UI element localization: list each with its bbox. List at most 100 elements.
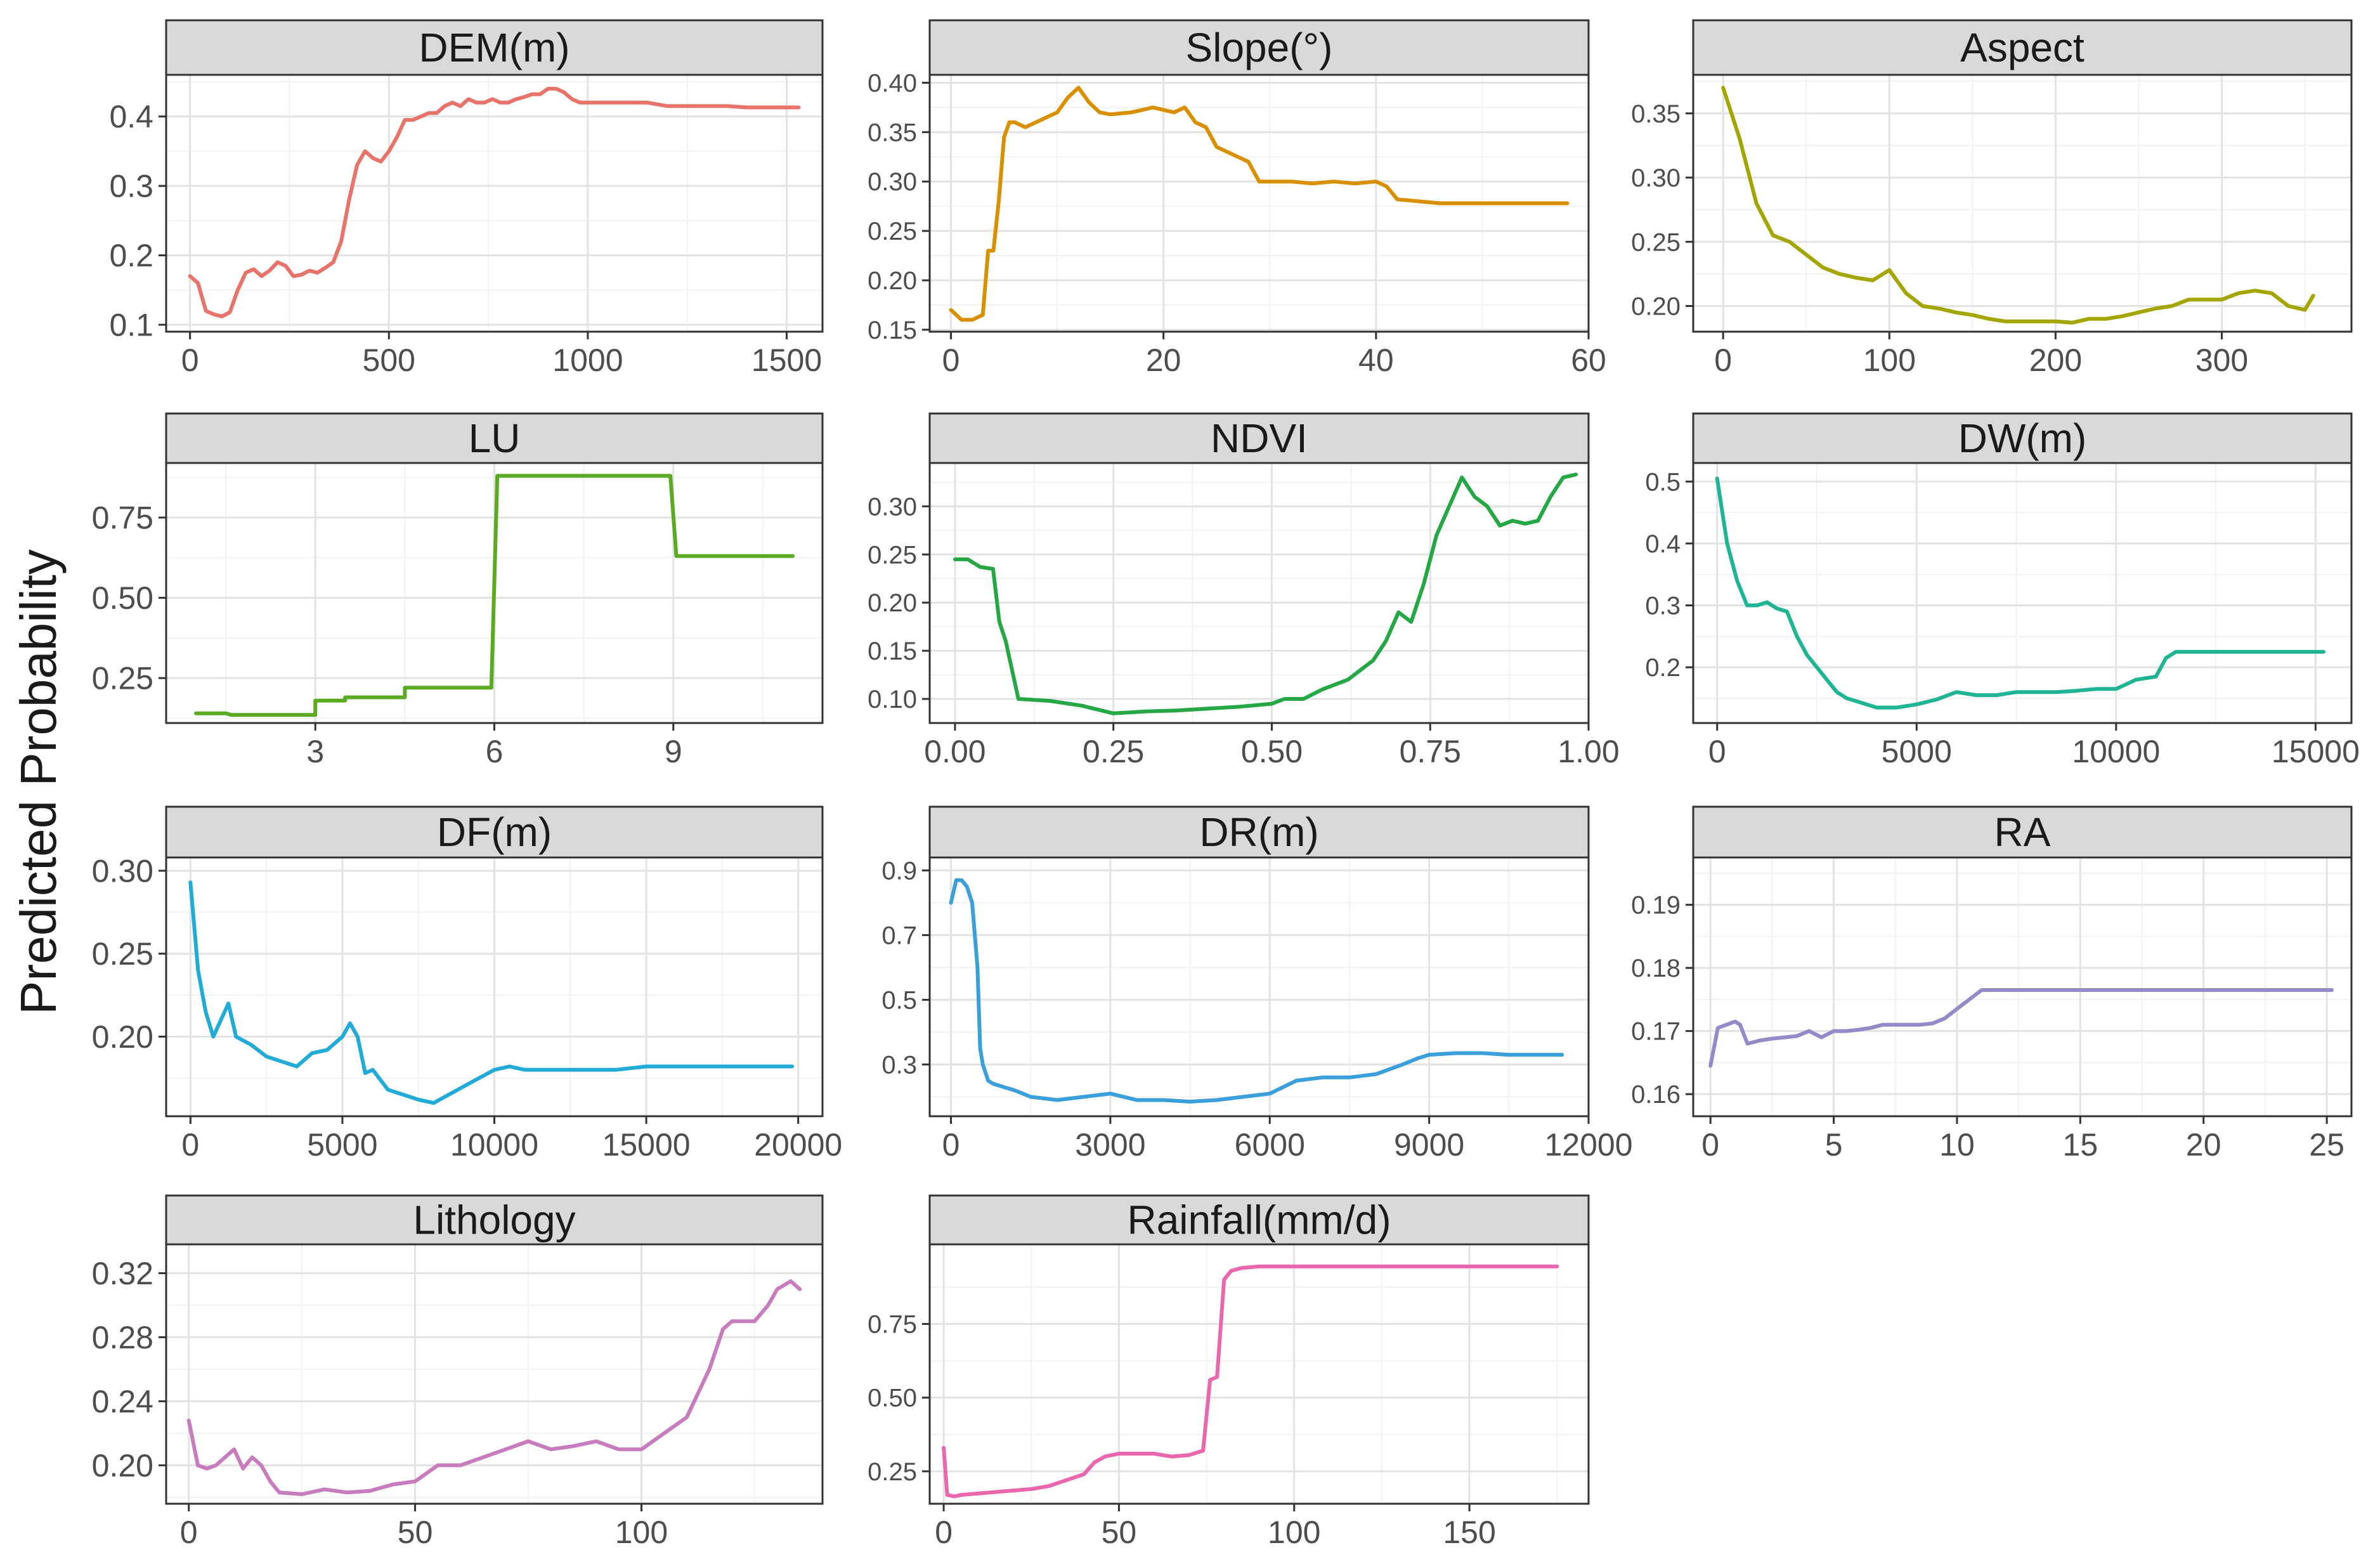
- y-tick-label: 0.25: [868, 541, 917, 569]
- x-tick-label: 1.00: [1557, 734, 1619, 769]
- plot-area: [930, 1244, 1589, 1504]
- y-tick-label: 0.17: [1631, 1018, 1681, 1046]
- y-tick-label: 0.30: [868, 168, 917, 196]
- x-tick-label: 60: [1571, 342, 1606, 378]
- x-tick-label: 50: [398, 1515, 433, 1550]
- y-tick-label: 0.75: [868, 1310, 917, 1338]
- panel-title: DW(m): [1958, 415, 2087, 461]
- y-tick-label: 0.18: [1631, 955, 1681, 982]
- x-tick-label: 0: [180, 1515, 198, 1550]
- plot-area: [930, 463, 1589, 723]
- y-tick-label: 0.40: [868, 69, 917, 97]
- strip-header: [928, 412, 1590, 464]
- y-tick-label: 0.30: [868, 493, 917, 521]
- series-line-ndvi: [953, 472, 1578, 715]
- x-tick-label: 25: [2309, 1127, 2344, 1163]
- panel-title: DEM(m): [419, 25, 569, 70]
- y-tick-label: 0.15: [868, 316, 917, 344]
- y-tick-label: 0.19: [1631, 892, 1681, 920]
- x-tick-label: 10: [1939, 1127, 1975, 1163]
- y-tick-label: 0.10: [868, 686, 917, 714]
- y-tick-label: 0.5: [1645, 468, 1681, 496]
- y-tick-label: 0.3: [1645, 592, 1681, 620]
- y-tick-label: 0.30: [92, 853, 153, 889]
- plot-area: [1693, 75, 2351, 332]
- x-tick-label: 1500: [751, 342, 822, 378]
- x-tick-label: 6000: [1235, 1127, 1305, 1163]
- y-tick-label: 0.20: [92, 1448, 153, 1483]
- x-tick-label: 100: [1863, 342, 1916, 378]
- x-tick-label: 0.25: [1083, 734, 1144, 769]
- x-tick-label: 20: [2186, 1127, 2221, 1163]
- strip-header: [1692, 412, 2353, 464]
- panel-lithology: Lithology 0 50 100 0.20 0.24 0.28 0.32: [92, 1194, 824, 1550]
- y-tick-label: 0.16: [1631, 1081, 1681, 1109]
- x-tick-label: 100: [1268, 1515, 1320, 1550]
- panel-title: LU: [469, 415, 521, 461]
- x-tick-label: 40: [1358, 342, 1394, 378]
- x-tick-label: 12000: [1544, 1127, 1632, 1163]
- strip-header: [165, 805, 824, 859]
- x-tick-label: 20000: [754, 1127, 842, 1163]
- panel-dem-m: DEM(m) 0 500 1000 1500 0.1 0.2 0.3 0.4: [109, 19, 824, 378]
- series-line-lithology: [186, 1279, 802, 1496]
- x-tick-label: 3000: [1075, 1127, 1145, 1163]
- x-tick-label: 3: [306, 734, 324, 769]
- x-tick-label: 5000: [307, 1127, 377, 1163]
- y-tick-label: 0.25: [92, 661, 153, 696]
- y-tick-label: 0.2: [1645, 654, 1681, 682]
- y-tick-label: 0.4: [109, 99, 153, 134]
- strip-header: [928, 805, 1590, 859]
- series-line-dw-m: [1715, 476, 2325, 710]
- strip-header: [165, 412, 824, 464]
- series-line-lu: [194, 474, 795, 717]
- strip-header: [165, 1194, 824, 1246]
- y-tick-label: 0.35: [1631, 100, 1681, 128]
- panel-aspect: Aspect 0 100 200 300 0.20 0.25 0.30 0.35: [1631, 19, 2353, 378]
- x-tick-label: 150: [1443, 1515, 1495, 1550]
- y-tick-label: 0.50: [868, 1385, 917, 1412]
- x-tick-label: 9: [665, 734, 682, 769]
- y-tick-label: 0.15: [868, 637, 917, 665]
- panel-lu: LU 3 6 9 0.25 0.50 0.75: [92, 412, 824, 769]
- x-tick-label: 500: [363, 342, 415, 378]
- x-tick-label: 0: [1708, 734, 1726, 769]
- panel-title: Aspect: [1960, 25, 2084, 70]
- plot-area: [1693, 857, 2351, 1116]
- x-tick-label: 100: [615, 1515, 668, 1550]
- x-tick-label: 1000: [552, 342, 623, 378]
- x-tick-label: 50: [1102, 1515, 1137, 1550]
- y-tick-label: 0.20: [868, 589, 917, 617]
- panel-rainfall-mm-d: Rainfall(mm/d) 0 50 100 150 0.25 0.50 0.75: [868, 1194, 1590, 1550]
- x-tick-label: 300: [2195, 342, 2248, 378]
- y-tick-label: 0.20: [92, 1019, 153, 1055]
- panel-title: DR(m): [1199, 809, 1318, 855]
- y-tick-label: 0.25: [92, 936, 153, 972]
- panel-title: Rainfall(mm/d): [1127, 1197, 1391, 1243]
- y-tick-label: 0.50: [92, 580, 153, 616]
- strip-header: [165, 19, 824, 76]
- plot-area: [930, 857, 1589, 1116]
- panel-title: Lithology: [413, 1197, 575, 1243]
- panel-dw-m: DW(m) 0 5000 10000 15000 0.2 0.3 0.4 0.5: [1645, 412, 2360, 769]
- y-tick-label: 0.28: [92, 1320, 153, 1355]
- strip-header: [928, 1194, 1590, 1246]
- x-tick-label: 6: [486, 734, 504, 769]
- x-tick-label: 200: [2029, 342, 2082, 378]
- panel-df-m: DF(m) 0 5000 10000 15000 20000 0.20 0.25 0.30: [92, 805, 842, 1163]
- y-tick-label: 0.4: [1645, 530, 1681, 558]
- series-line-df-m: [188, 880, 795, 1105]
- x-tick-label: 15000: [602, 1127, 691, 1163]
- y-tick-label: 0.3: [109, 169, 153, 204]
- panel-title: NDVI: [1211, 415, 1308, 461]
- panel-title: RA: [1994, 809, 2051, 855]
- series-line-slope: [949, 86, 1570, 322]
- x-tick-label: 5000: [1882, 734, 1952, 769]
- x-tick-label: 15: [2063, 1127, 2098, 1163]
- y-tick-label: 0.5: [881, 986, 917, 1014]
- x-tick-label: 10000: [450, 1127, 538, 1163]
- panel-title: Slope(°): [1186, 25, 1333, 70]
- series-line-dem-m: [188, 86, 801, 318]
- y-tick-label: 0.25: [868, 218, 917, 245]
- y-tick-label: 0.35: [868, 119, 917, 147]
